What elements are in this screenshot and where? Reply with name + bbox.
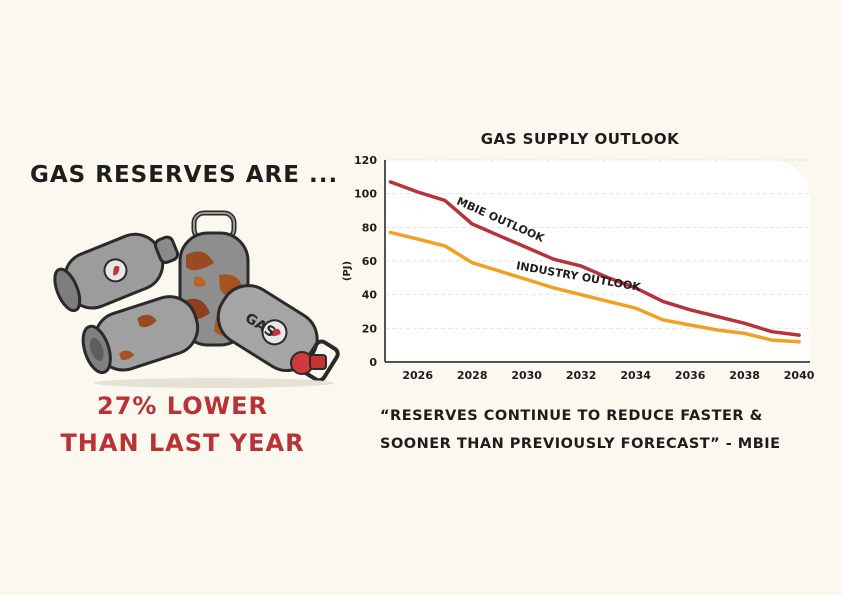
x-tick-label: 2038 xyxy=(729,369,760,382)
headline: GAS RESERVES ARE ... xyxy=(30,162,339,188)
y-tick-label: 40 xyxy=(362,289,378,302)
x-tick-label: 2032 xyxy=(566,369,597,382)
series-line-industry xyxy=(388,230,801,344)
y-tick-label: 100 xyxy=(354,188,377,201)
y-tick-label: 60 xyxy=(362,255,378,268)
x-tick-label: 2040 xyxy=(784,369,815,382)
stat-callout: 27% LOWER THAN LAST YEAR xyxy=(40,388,325,462)
quote-line-2: SOONER THAN PREVIOUSLY FORECAST” - MBIE xyxy=(380,436,781,452)
y-tick-label: 80 xyxy=(362,221,378,234)
stat-line-2: THAN LAST YEAR xyxy=(60,429,305,457)
y-tick-label: 0 xyxy=(369,356,377,369)
lying-cylinder-left xyxy=(53,232,180,313)
quote-line-1: “RESERVES CONTINUE TO REDUCE FASTER & xyxy=(380,408,763,424)
y-tick-label: 20 xyxy=(362,322,378,335)
x-tick-label: 2030 xyxy=(511,369,542,382)
x-tick-label: 2026 xyxy=(402,369,433,382)
x-tick-label: 2028 xyxy=(457,369,488,382)
quote: “RESERVES CONTINUE TO REDUCE FASTER & SO… xyxy=(380,402,820,458)
y-axis-label: (PJ) xyxy=(342,261,353,281)
chart-title: GAS SUPPLY OUTLOOK xyxy=(480,130,680,148)
series-line-mbie xyxy=(388,180,801,337)
x-tick-label: 2034 xyxy=(620,369,651,382)
stat-line-1: 27% LOWER xyxy=(97,392,268,420)
red-valve xyxy=(290,351,327,375)
gas-cylinders-icon: GAS xyxy=(53,210,340,388)
y-tick-label: 120 xyxy=(354,154,377,167)
x-tick-label: 2036 xyxy=(675,369,706,382)
lying-cylinder-right: GAS xyxy=(216,284,340,383)
lying-cylinder-middle xyxy=(81,295,200,375)
